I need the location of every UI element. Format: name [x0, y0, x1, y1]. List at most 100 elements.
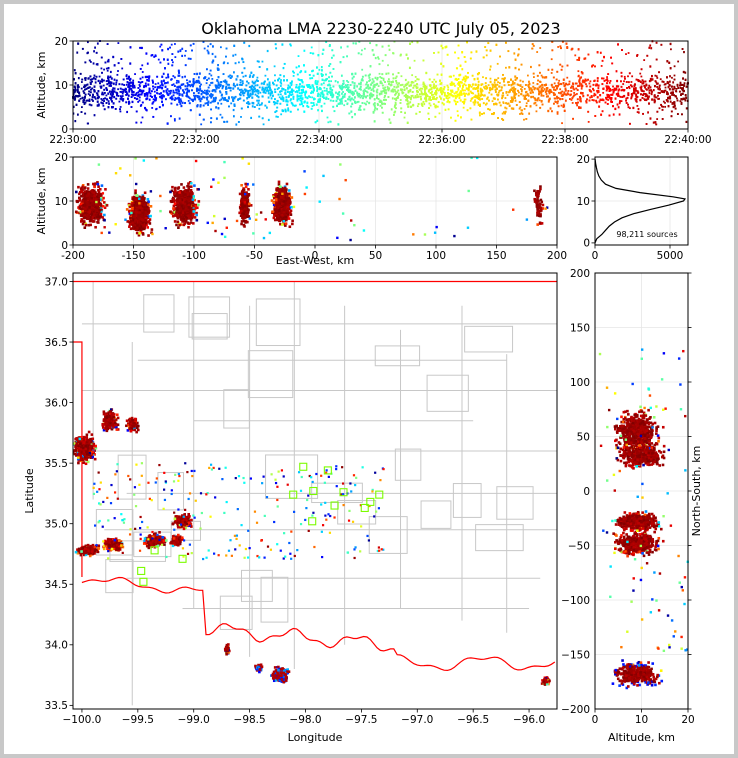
source-point — [219, 90, 221, 93]
source-point — [226, 120, 229, 123]
source-point — [526, 93, 529, 95]
source-point — [178, 98, 181, 101]
source-point — [237, 121, 240, 123]
source-point — [220, 81, 223, 83]
source-point — [86, 41, 89, 44]
source-point — [572, 95, 575, 98]
source-point — [587, 78, 589, 81]
source-point — [129, 77, 132, 81]
source-point — [96, 104, 99, 107]
source-point — [530, 87, 532, 90]
source-point — [155, 108, 157, 111]
source-point — [363, 47, 366, 50]
source-point — [308, 95, 310, 98]
source-point — [170, 78, 173, 81]
source-point — [273, 65, 276, 68]
source-point — [113, 90, 116, 93]
source-point — [414, 96, 417, 99]
source-point — [241, 92, 244, 95]
source-point — [98, 96, 100, 99]
source-point — [425, 96, 427, 99]
source-point — [377, 57, 380, 60]
source-point — [105, 94, 108, 97]
source-point — [329, 63, 332, 65]
source-point — [643, 84, 646, 87]
source-point — [531, 89, 533, 92]
source-point — [331, 89, 334, 91]
source-point — [655, 123, 658, 126]
source-point — [162, 90, 165, 93]
source-point — [210, 74, 213, 77]
source-point — [395, 75, 398, 78]
source-point — [128, 102, 130, 105]
source-point — [474, 95, 477, 99]
source-point — [262, 123, 265, 126]
source-point — [130, 96, 133, 98]
source-point — [300, 70, 303, 73]
source-point — [559, 63, 562, 66]
source-point — [563, 92, 566, 95]
source-point — [342, 86, 344, 89]
source-point — [413, 84, 416, 87]
source-point — [470, 98, 473, 100]
source-point — [121, 83, 124, 86]
source-point — [512, 107, 515, 110]
source-point — [434, 106, 437, 109]
source-point — [298, 87, 301, 90]
source-point — [100, 98, 103, 100]
source-point — [440, 44, 443, 47]
source-point — [370, 93, 373, 96]
source-point — [200, 89, 203, 93]
source-point — [482, 102, 485, 105]
source-point — [413, 96, 415, 99]
source-point — [630, 81, 633, 83]
source-point — [620, 100, 623, 103]
source-point — [475, 87, 478, 90]
source-point — [342, 56, 345, 59]
source-point — [519, 113, 521, 115]
source-point — [527, 84, 530, 87]
source-point — [301, 85, 304, 88]
source-point — [540, 93, 543, 96]
source-point — [171, 61, 174, 64]
source-point — [652, 89, 655, 92]
source-point — [367, 74, 370, 77]
source-point — [143, 85, 146, 88]
source-point — [606, 103, 609, 105]
source-point — [421, 105, 424, 107]
source-point — [351, 81, 354, 84]
source-point — [622, 89, 625, 92]
source-point — [120, 58, 123, 60]
source-point — [217, 102, 220, 105]
source-point — [120, 91, 123, 93]
source-point — [145, 109, 148, 112]
source-point — [635, 95, 638, 97]
source-point — [526, 74, 529, 77]
source-point — [221, 116, 224, 119]
source-point — [527, 85, 530, 89]
source-point — [623, 75, 626, 78]
source-point — [304, 91, 307, 95]
source-point — [587, 110, 590, 113]
source-point — [97, 103, 100, 106]
source-point — [311, 105, 314, 108]
source-point — [358, 82, 361, 85]
source-point — [210, 95, 213, 98]
source-point — [640, 85, 643, 88]
source-point — [266, 78, 269, 81]
source-point — [149, 95, 152, 98]
source-point — [454, 85, 456, 87]
source-point — [514, 58, 517, 61]
source-point — [419, 87, 422, 90]
source-point — [520, 90, 523, 93]
source-point — [291, 93, 294, 96]
source-point — [483, 112, 485, 115]
source-point — [421, 93, 424, 96]
source-point — [538, 92, 541, 95]
source-point — [407, 81, 410, 84]
source-point — [382, 90, 385, 92]
source-point — [371, 49, 374, 52]
source-point — [527, 99, 530, 102]
source-point — [541, 86, 544, 89]
source-point — [139, 77, 142, 80]
